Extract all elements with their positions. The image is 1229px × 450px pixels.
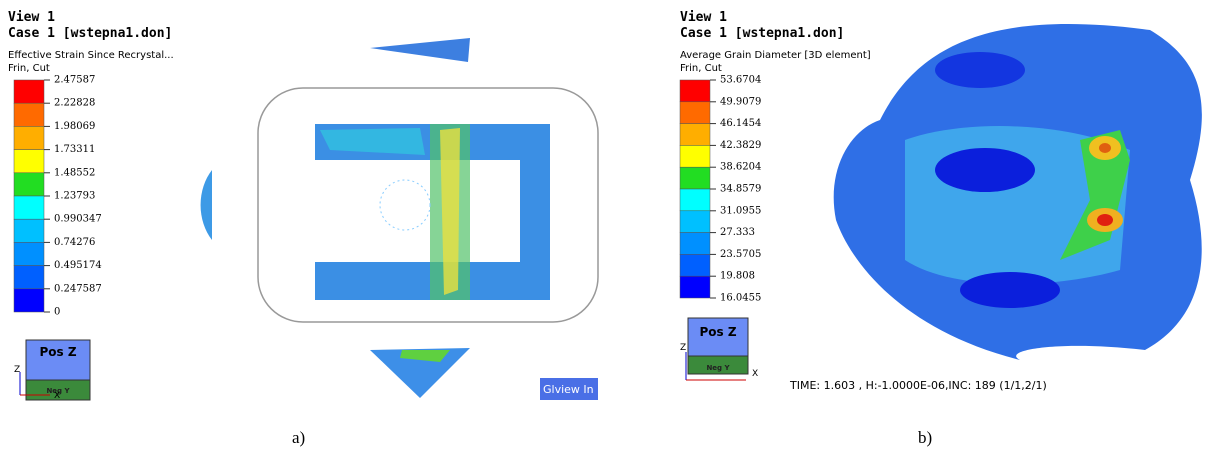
view-title: View 1 — [8, 10, 55, 25]
legend-label: 42.3829 — [720, 140, 761, 151]
legend-swatch — [680, 124, 710, 146]
legend-label: 0.990347 — [54, 214, 102, 225]
legend-swatch — [14, 80, 44, 103]
glview-label: Glview In — [543, 383, 594, 396]
legend-swatch — [680, 254, 710, 276]
axis-x-label: X — [54, 391, 60, 401]
legend-label: 2.22828 — [54, 98, 95, 109]
case-title: Case 1 [wstepna1.don] — [680, 26, 844, 41]
legend-label: 1.48552 — [54, 167, 95, 178]
legend-label: 0 — [54, 307, 60, 318]
figure: View 1Case 1 [wstepna1.don]Effective Str… — [0, 0, 1229, 450]
caption: a) — [292, 428, 305, 447]
legend-label: 0.495174 — [54, 260, 102, 271]
legend-swatch — [680, 189, 710, 211]
legend-label: 1.73311 — [54, 144, 95, 155]
axis-z-label: Z — [680, 343, 686, 353]
legend-swatch — [680, 211, 710, 233]
legend-label: 2.47587 — [54, 75, 95, 86]
legend-label: 19.808 — [720, 271, 755, 282]
legend-label: 38.6204 — [720, 162, 761, 173]
status-line: TIME: 1.603 , H:-1.0000E-06,INC: 189 (1/… — [789, 379, 1047, 392]
legend-swatch — [14, 219, 44, 242]
cube-front-label: Neg Y — [706, 364, 730, 372]
legend-swatch — [14, 173, 44, 196]
model-b — [834, 24, 1202, 360]
axis-x-label: X — [752, 369, 758, 379]
case-title: Case 1 [wstepna1.don] — [8, 26, 172, 41]
legend-swatch — [680, 276, 710, 298]
legend-label: 23.5705 — [720, 249, 761, 260]
legend-label: 31.0955 — [720, 205, 761, 216]
legend-label: 34.8579 — [720, 184, 761, 195]
cube-top-label: Pos Z — [39, 345, 76, 359]
axis-z-label: Z — [14, 365, 20, 375]
caption: b) — [918, 428, 932, 447]
section-name: Frin, Cut — [8, 63, 50, 74]
legend-label: 0.74276 — [54, 237, 95, 248]
legend-label: 1.98069 — [54, 121, 95, 132]
legend-swatch — [14, 103, 44, 126]
model-a — [201, 38, 598, 398]
legend-swatch — [14, 150, 44, 173]
section-name: Frin, Cut — [680, 63, 722, 74]
legend-swatch — [680, 145, 710, 167]
legend-swatch — [680, 102, 710, 124]
legend-label: 46.1454 — [720, 118, 761, 129]
legend-swatch — [14, 266, 44, 289]
legend-label: 53.6704 — [720, 75, 761, 86]
legend-swatch — [14, 242, 44, 265]
legend-label: 16.0455 — [720, 293, 761, 304]
legend-swatch — [680, 167, 710, 189]
legend-swatch — [680, 233, 710, 255]
legend-swatch — [14, 126, 44, 149]
legend-label: 27.333 — [720, 227, 755, 238]
legend-label: 0.247587 — [54, 283, 102, 294]
variable-name: Effective Strain Since Recrystal... — [8, 50, 174, 61]
legend-swatch — [14, 289, 44, 312]
cube-top-label: Pos Z — [699, 325, 736, 339]
variable-name: Average Grain Diameter [3D element] — [680, 50, 871, 61]
legend-swatch — [14, 196, 44, 219]
view-title: View 1 — [680, 10, 727, 25]
legend-label: 1.23793 — [54, 191, 95, 202]
legend-swatch — [680, 80, 710, 102]
legend-label: 49.9079 — [720, 96, 761, 107]
